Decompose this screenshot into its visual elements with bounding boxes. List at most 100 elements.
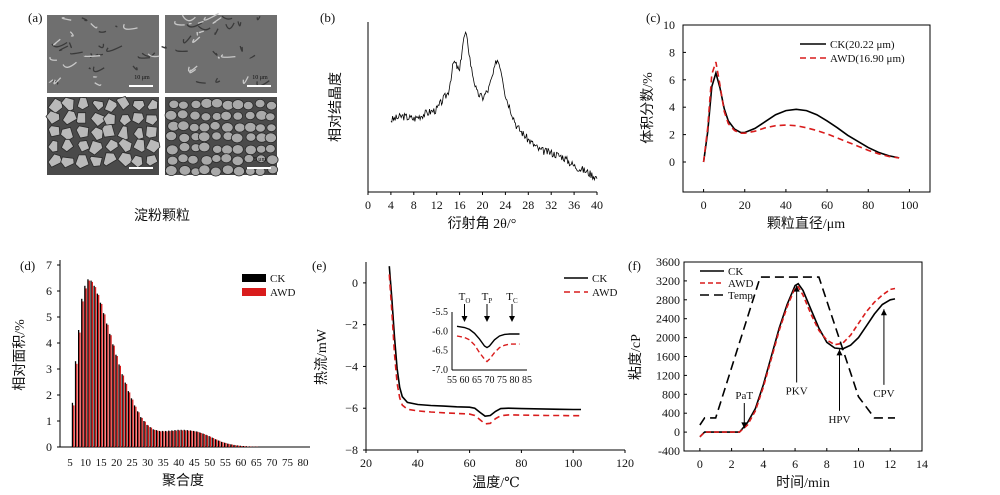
- sem-micrograph: 5 μm: [164, 97, 279, 177]
- ck-bar: [106, 323, 108, 447]
- awd-series-line: [388, 274, 581, 425]
- ck-bar: [124, 382, 126, 447]
- starch-granule: [189, 110, 201, 121]
- ck-bar: [202, 433, 204, 447]
- awd-bar: [231, 444, 233, 447]
- panel-b-label: (b): [320, 10, 335, 25]
- awd-series-line: [699, 285, 896, 438]
- surface-texture: [197, 20, 204, 24]
- annotation-arrow-head: [793, 285, 800, 292]
- ck-bar: [71, 402, 74, 447]
- inset-x-tick-label: 80: [510, 375, 520, 386]
- inset-x-tick-label: 65: [472, 375, 482, 386]
- y-tick-label: 6: [669, 73, 675, 87]
- awd-bar: [101, 304, 103, 447]
- starch-granule: [177, 153, 189, 164]
- surface-texture: [239, 45, 243, 52]
- surface-texture: [90, 22, 98, 29]
- inset-y-tick-label: -6.0: [432, 326, 448, 337]
- surface-texture: [221, 15, 233, 20]
- micrograph-background: [47, 15, 159, 93]
- legend-label: CK(20.22 μm): [830, 39, 895, 51]
- inset-annotation: TO: [459, 291, 471, 305]
- panel-a-sem-images: (a) 10 μm 10 μm 5 μm 淀粉颗粒: [28, 10, 279, 224]
- sem-micrograph: 10 μm: [47, 15, 160, 93]
- y-tick-label: −6: [345, 401, 358, 415]
- surface-texture: [212, 50, 218, 56]
- x-tick-label: 35: [158, 457, 170, 469]
- awd-bar: [98, 294, 100, 447]
- starch-granule: [266, 154, 279, 165]
- legend-label: Temp: [728, 290, 753, 302]
- surface-texture: [53, 38, 61, 46]
- surface-texture: [215, 77, 221, 83]
- inset-annotation-subscript: O: [465, 297, 470, 305]
- ck-bar: [161, 430, 164, 447]
- starch-granule: [178, 142, 191, 153]
- ck-bar: [155, 430, 157, 447]
- x-axis-label: 时间/min: [776, 475, 830, 491]
- y-axis-label: 热流/mW: [314, 328, 330, 385]
- starch-granule: [119, 114, 132, 127]
- x-tick-label: 0: [365, 198, 371, 212]
- ck-bar: [115, 354, 117, 447]
- x-tick-label: 55: [220, 457, 232, 469]
- y-tick-label: 3600: [656, 255, 680, 269]
- starch-granule: [264, 132, 277, 144]
- ck-bar: [99, 302, 102, 447]
- awd-bar: [150, 427, 153, 447]
- legend-label: CK: [592, 273, 607, 285]
- ck-bar: [193, 430, 195, 447]
- y-tick-label: 800: [662, 387, 680, 401]
- awd-bar: [228, 443, 230, 447]
- ck-bar: [96, 293, 98, 447]
- x-tick-label: 14: [916, 457, 928, 471]
- y-tick-label: 400: [662, 406, 680, 420]
- starch-granule: [243, 154, 255, 164]
- inset-x-tick-label: 85: [522, 375, 532, 386]
- panel-e-dsc-chart: (e) 0 −2 −4 −6 −820 40 60 80 100 120 CK AWD -5.5 -6.0 -…: [312, 258, 634, 491]
- inset-ck-line: [456, 325, 520, 349]
- y-axis-label: 粘度/cP: [628, 334, 644, 380]
- panel-f-rva-chart: (f) -400 0 400 800 1200 1600 2000 2400 2800 3200 36…: [628, 255, 928, 491]
- x-tick-label: 20: [111, 457, 123, 469]
- ck-bar: [102, 313, 105, 447]
- starch-granule: [244, 111, 256, 121]
- awd-bar: [85, 288, 87, 447]
- ck-bar: [224, 442, 226, 447]
- scale-bar-label: 10 μm: [252, 75, 268, 81]
- awd-bar: [79, 332, 81, 447]
- surface-texture: [106, 45, 123, 52]
- starch-granule: [168, 99, 180, 109]
- y-tick-label: -400: [658, 444, 680, 458]
- starch-granule: [211, 154, 222, 163]
- awd-bar: [119, 365, 121, 448]
- legend-label: CK: [728, 266, 743, 278]
- starch-granule: [77, 140, 91, 153]
- x-tick-label: 100: [564, 456, 582, 470]
- starch-granule: [47, 153, 63, 168]
- x-tick-label: 20: [360, 456, 372, 470]
- inset-x-tick-label: 75: [497, 375, 507, 386]
- ck-bar: [242, 446, 244, 447]
- x-tick-label: 12: [884, 457, 896, 471]
- ck-bar: [217, 440, 220, 447]
- starch-granule: [244, 122, 257, 133]
- inset-annotation: TP: [482, 291, 493, 305]
- y-tick-label: 6: [46, 284, 52, 298]
- surface-texture: [137, 56, 151, 59]
- x-tick-label: 2: [729, 457, 735, 471]
- sem-micrograph: 10 μm: [161, 12, 277, 93]
- starch-granule: [212, 144, 223, 154]
- starch-granule: [198, 122, 211, 133]
- surface-texture: [115, 25, 118, 28]
- starch-granule: [256, 144, 267, 154]
- surface-texture: [83, 55, 101, 58]
- awd-bar: [191, 430, 193, 447]
- awd-bar: [107, 324, 109, 447]
- starch-granule: [244, 144, 257, 156]
- starch-granule: [200, 155, 213, 166]
- surface-texture: [49, 56, 57, 61]
- awd-bar: [144, 421, 146, 447]
- starch-granule: [209, 121, 221, 131]
